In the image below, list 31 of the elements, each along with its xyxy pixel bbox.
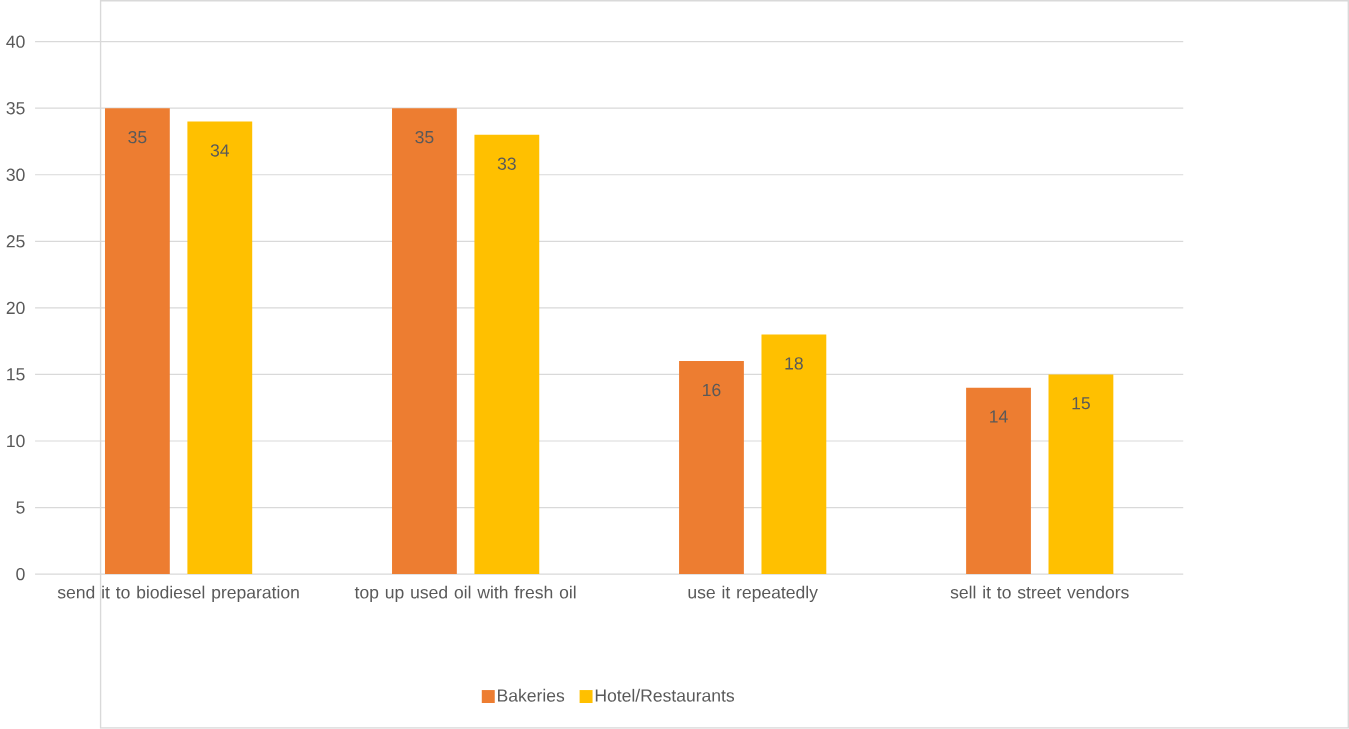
y-tick-label: 20 [6, 301, 25, 315]
bar [474, 134, 540, 575]
data-label: 18 [785, 357, 803, 370]
bar [104, 108, 170, 575]
bar [187, 121, 253, 575]
y-tick-label: 10 [7, 434, 25, 448]
data-label: 16 [703, 383, 721, 397]
y-tick-label: 25 [6, 235, 25, 248]
y-tick-label: 30 [6, 168, 25, 182]
data-label: 35 [415, 131, 434, 144]
x-tick-label: send it to biodiesel preparation [57, 585, 299, 603]
x-tick-label: sell it to street vendors [950, 585, 1129, 599]
y-tick-label: 35 [6, 102, 25, 115]
x-tick-label: top up used oil with fresh oil [354, 585, 576, 603]
data-label: 14 [990, 410, 1008, 423]
legend-label: Hotel/Restaurants [595, 689, 735, 702]
data-label: 33 [497, 157, 516, 171]
bar [761, 334, 827, 575]
y-tick-label: 5 [16, 501, 25, 514]
bar [966, 387, 1031, 575]
bar [1048, 374, 1114, 575]
y-tick-label: 0 [16, 568, 25, 581]
data-label: 15 [1072, 397, 1090, 410]
data-label: 34 [210, 144, 230, 157]
y-tick-label: 15 [7, 368, 25, 381]
bar [679, 361, 744, 575]
legend-label: Bakeries [498, 689, 565, 702]
data-label: 35 [128, 131, 147, 144]
y-tick-label: 40 [6, 35, 25, 49]
bar [392, 108, 457, 575]
x-tick-label: use it repeatedly [688, 585, 818, 603]
